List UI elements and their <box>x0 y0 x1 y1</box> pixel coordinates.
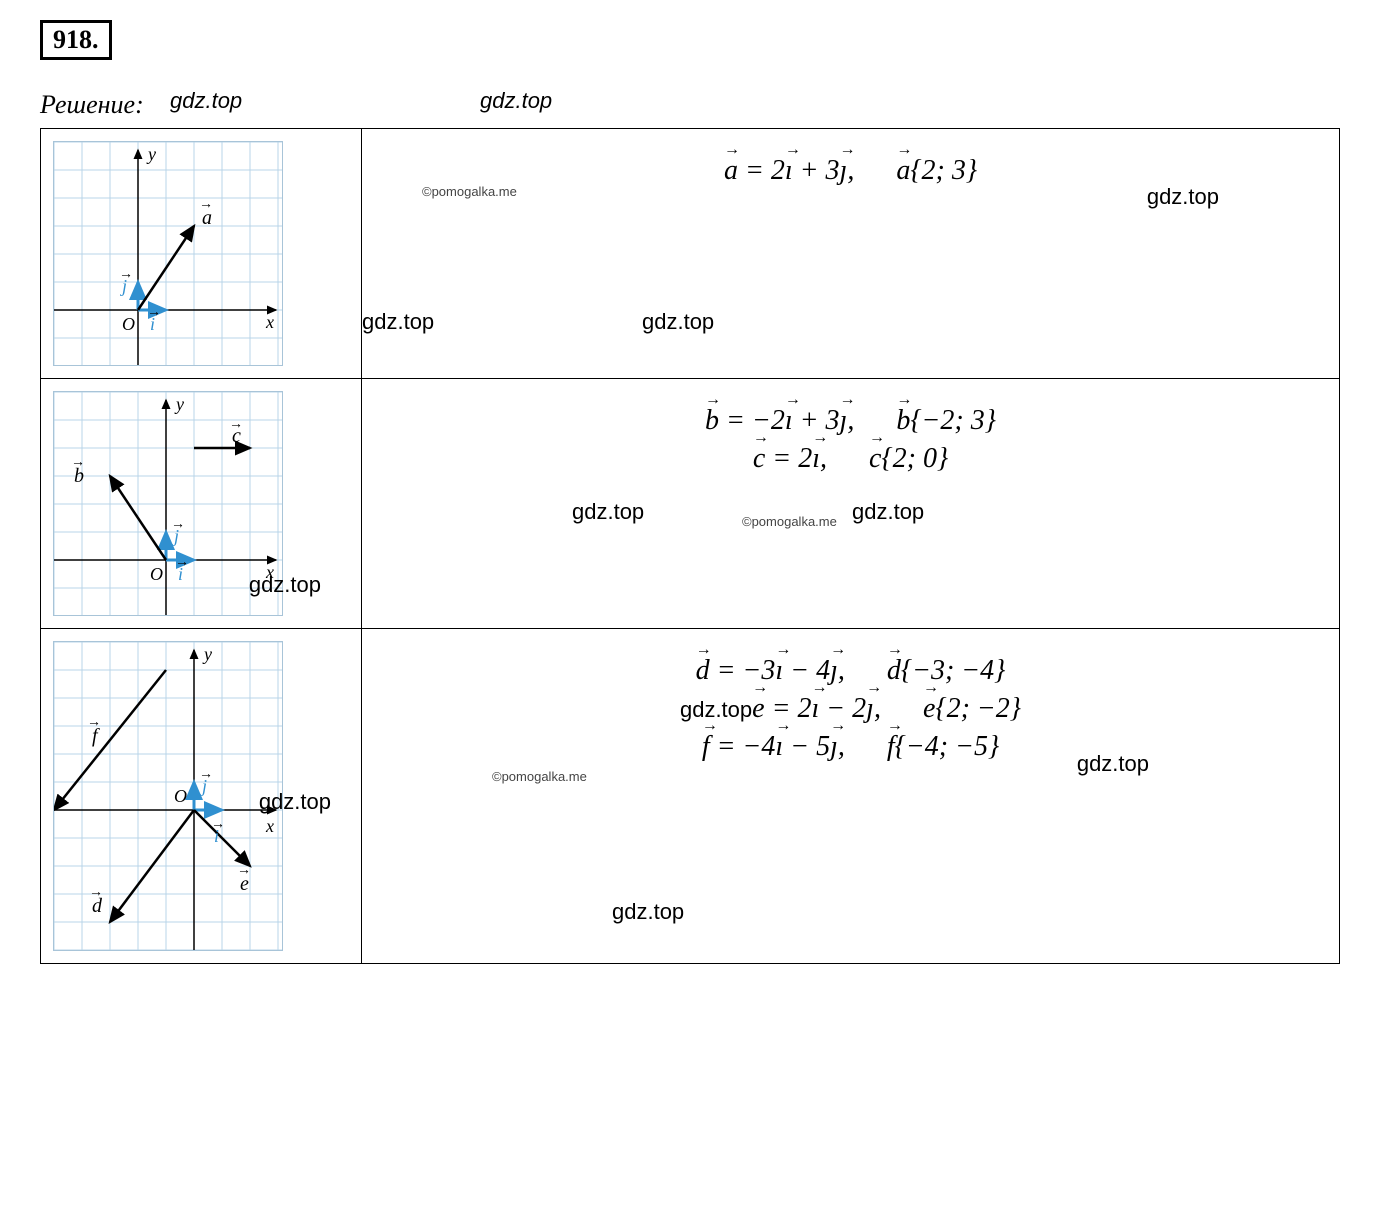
formula-cell: a = 2ı + 3ȷ, a{2; 3} ©pomogalka.me gdz.t… <box>361 129 1340 378</box>
svg-text:→: → <box>237 863 251 878</box>
graph-cell: x y O i → j → b → c → gdz.top <box>41 379 361 628</box>
watermark-gdz: gdz.top <box>362 309 434 335</box>
origin-label: O <box>122 314 135 334</box>
grid <box>54 642 283 951</box>
formula: f = −4ı − 5ȷ, f{−4; −5} <box>402 731 1299 763</box>
graph-cell: x y O i → j → d → e → f → gdz.top <box>41 629 361 963</box>
watermark-pom: ©pomogalka.me <box>742 514 837 529</box>
y-label: y <box>174 394 184 414</box>
solution-text: Решение: <box>40 90 144 119</box>
watermark-gdz: gdz.top <box>1077 751 1149 777</box>
formula: b = −2ı + 3ȷ, b{−2; 3} <box>402 405 1299 437</box>
formula: c = 2ı, c{2; 0} <box>402 443 1299 475</box>
y-label: y <box>202 644 212 664</box>
svg-text:→: → <box>71 455 85 470</box>
svg-text:→: → <box>199 197 213 212</box>
solution-label: Решение: gdz.top gdz.top <box>40 90 1360 120</box>
watermark-gdz: gdz.top <box>612 899 684 925</box>
formula: d = −3ı − 4ȷ, d{−3; −4} <box>402 655 1299 687</box>
x-label: x <box>265 816 274 836</box>
svg-text:→: → <box>171 517 185 532</box>
formula: gdz.tope = 2ı − 2ȷ, e{2; −2} <box>402 693 1299 725</box>
watermark-pom: ©pomogalka.me <box>422 184 517 199</box>
graph-def: x y O i → j → d → e → f → <box>53 641 283 951</box>
svg-text:→: → <box>199 767 213 782</box>
graph-cell: x y O i → j → a → <box>41 129 361 378</box>
formula: a = 2ı + 3ȷ, a{2; 3} <box>402 155 1299 187</box>
table-row: x y O i → j → d → e → f → gdz.top d = −3… <box>41 629 1340 964</box>
table-row: x y O i → j → b → c → gdz.top b = −2ı + … <box>41 379 1340 629</box>
y-label: y <box>146 144 156 164</box>
watermark-gdz: gdz.top <box>480 88 552 114</box>
table-row: x y O i → j → a → a = 2ı + 3ȷ, a{2; 3} ©… <box>41 129 1340 379</box>
x-label: x <box>265 312 274 332</box>
graph-a: x y O i → j → a → <box>53 141 283 366</box>
origin-label: O <box>150 564 163 584</box>
watermark-gdz: gdz.top <box>852 499 924 525</box>
svg-text:→: → <box>175 555 189 570</box>
svg-text:→: → <box>147 305 161 320</box>
watermark-pom: ©pomogalka.me <box>492 769 587 784</box>
svg-text:→: → <box>87 715 101 730</box>
svg-text:→: → <box>119 267 133 282</box>
svg-text:→: → <box>211 817 225 832</box>
watermark-gdz: gdz.top <box>572 499 644 525</box>
watermark-gdz: gdz.top <box>642 309 714 335</box>
watermark-gdz: gdz.top <box>1147 184 1219 210</box>
svg-text:→: → <box>89 885 103 900</box>
grid <box>54 142 283 366</box>
watermark-gdz: gdz.top <box>259 789 331 815</box>
watermark-gdz: gdz.top <box>249 572 321 598</box>
origin-label: O <box>174 786 187 806</box>
solution-table: x y O i → j → a → a = 2ı + 3ȷ, a{2; 3} ©… <box>40 128 1340 964</box>
formula-cell: d = −3ı − 4ȷ, d{−3; −4} gdz.tope = 2ı − … <box>361 629 1340 963</box>
problem-number: 918. <box>40 20 112 60</box>
watermark-gdz: gdz.top <box>170 88 242 114</box>
svg-text:→: → <box>229 417 243 432</box>
formula-cell: b = −2ı + 3ȷ, b{−2; 3} c = 2ı, c{2; 0} g… <box>361 379 1340 628</box>
